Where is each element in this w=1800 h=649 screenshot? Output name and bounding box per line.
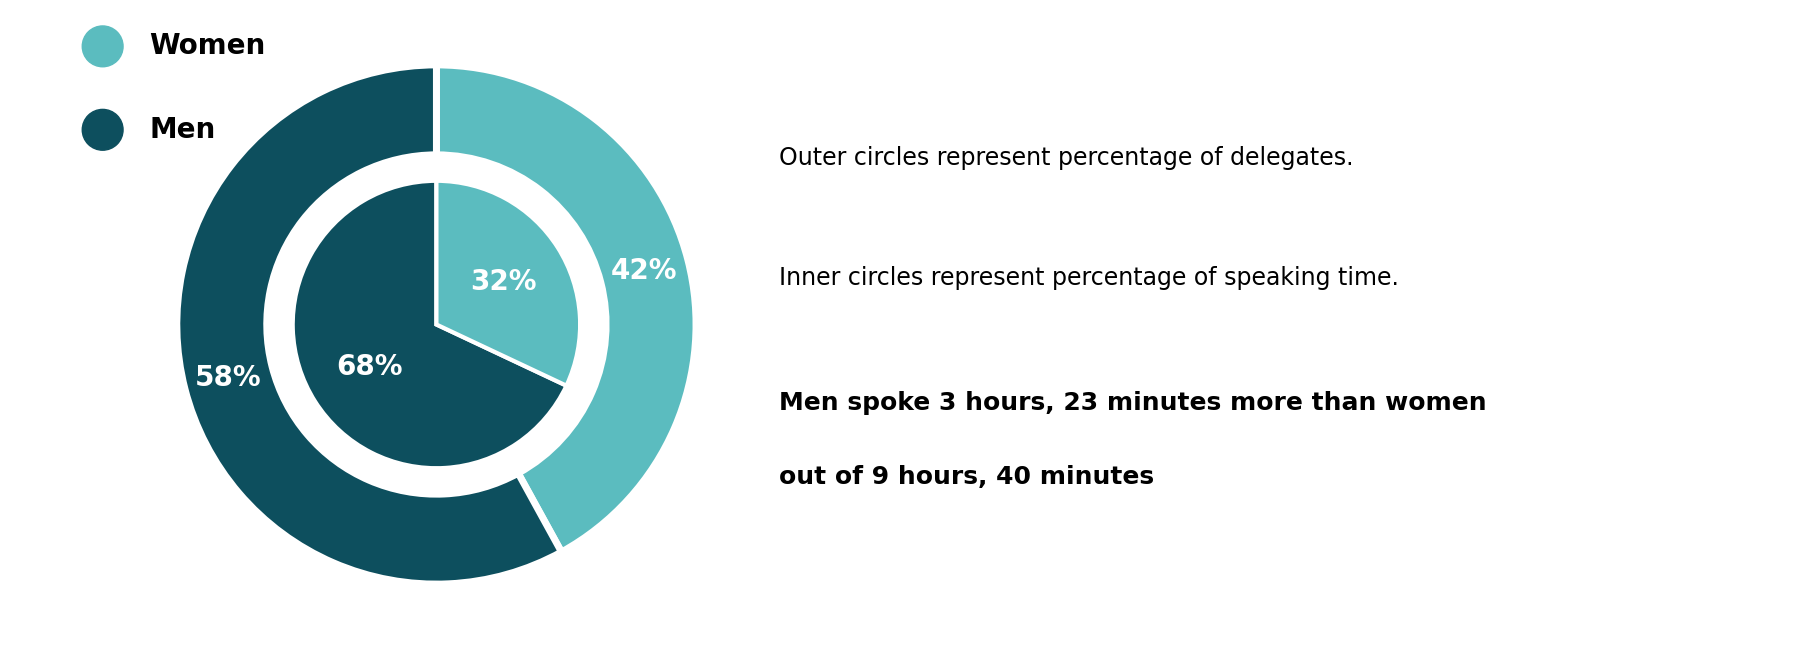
Text: Inner circles represent percentage of speaking time.: Inner circles represent percentage of sp… (779, 266, 1399, 290)
Wedge shape (293, 181, 567, 468)
Text: 58%: 58% (194, 364, 261, 392)
Text: Men spoke 3 hours, 23 minutes more than women: Men spoke 3 hours, 23 minutes more than … (779, 391, 1487, 415)
Text: 68%: 68% (337, 353, 403, 381)
Wedge shape (436, 65, 697, 552)
Text: out of 9 hours, 40 minutes: out of 9 hours, 40 minutes (779, 465, 1154, 489)
Circle shape (83, 110, 122, 150)
Circle shape (83, 26, 122, 67)
Wedge shape (266, 155, 607, 494)
Text: 42%: 42% (610, 257, 677, 285)
Wedge shape (176, 65, 562, 584)
Text: 32%: 32% (470, 268, 536, 296)
Text: Women: Women (149, 32, 265, 60)
Text: Outer circles represent percentage of delegates.: Outer circles represent percentage of de… (779, 145, 1354, 169)
Wedge shape (436, 181, 580, 386)
Text: Men: Men (149, 116, 216, 144)
